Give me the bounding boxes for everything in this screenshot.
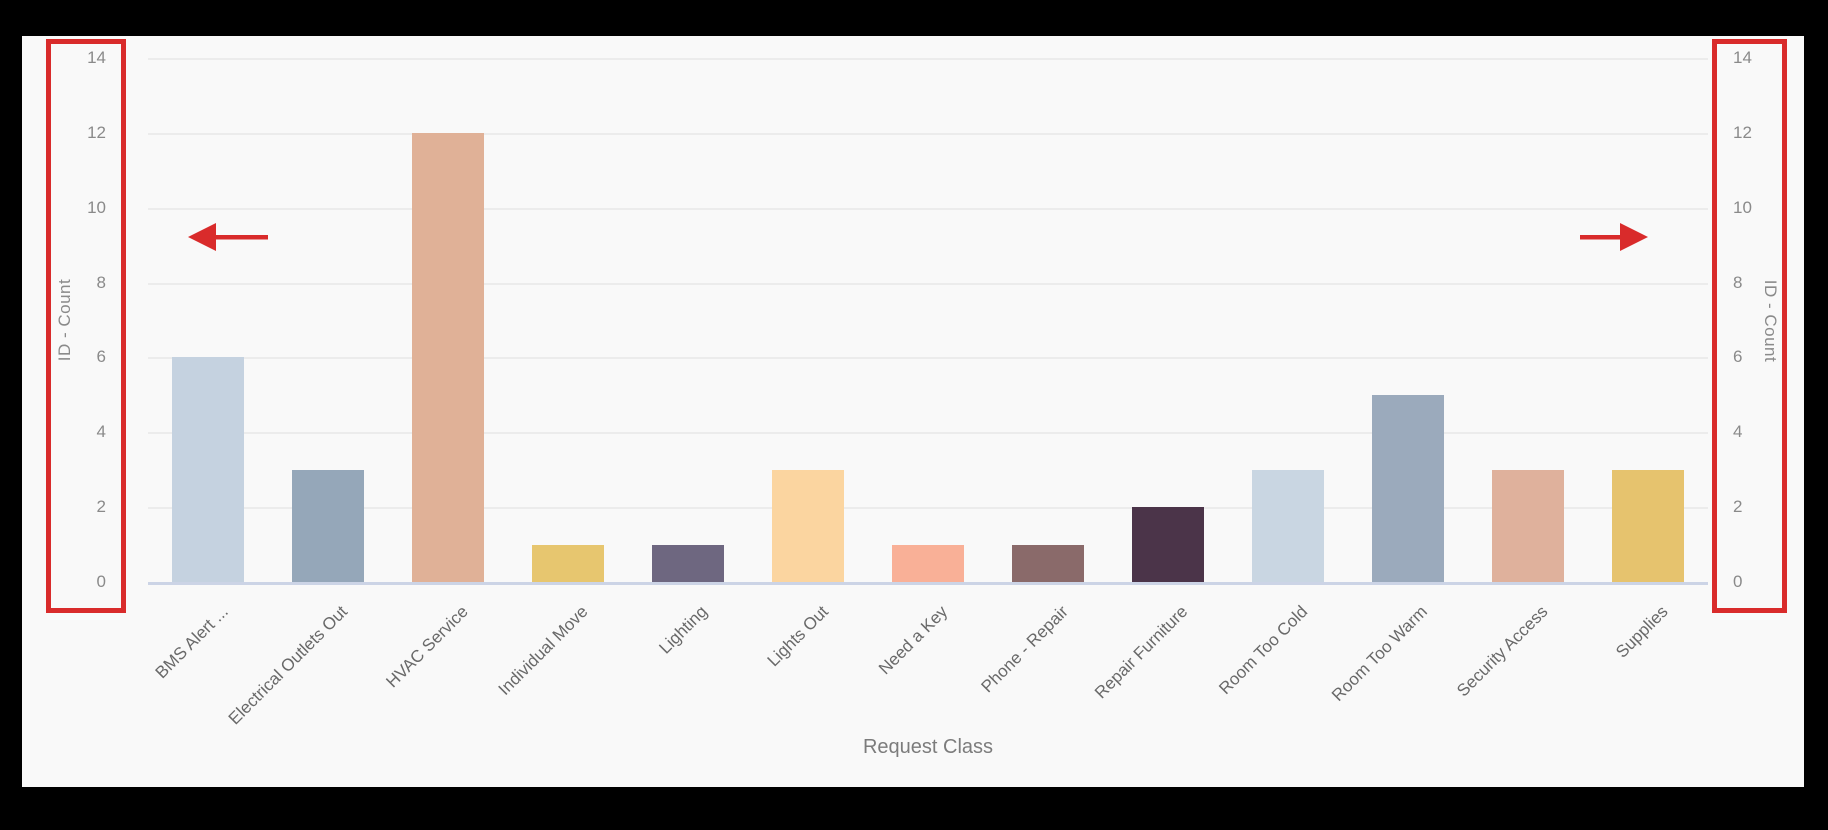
left-y-tick-4: 4: [96, 422, 106, 442]
y-gridline: [148, 132, 1708, 135]
left-y-tick-2: 2: [96, 497, 106, 517]
y-gridline: [148, 432, 1708, 435]
bar-room-too-warm[interactable]: [1372, 394, 1444, 582]
left-y-tick-0: 0: [96, 572, 106, 591]
bar-bms-alert[interactable]: [172, 357, 244, 582]
y-gridline: [148, 207, 1708, 210]
y-gridline: [148, 357, 1708, 360]
bar-phone-repair[interactable]: [1012, 544, 1084, 582]
bar-electrical-outlets-out[interactable]: [292, 469, 364, 582]
bar-hvac-service[interactable]: [412, 132, 484, 582]
left-axis-highlight-box: [46, 39, 126, 613]
bar-chart: 0 0 2 2 4 4 6 6 8 8 10 10 12 12 14 14 BMS Alert ... Elect…: [22, 36, 1804, 787]
x-tick-label-lighting: Lighting: [655, 602, 712, 658]
x-tick-label-room-too-warm: Room Too Warm: [1328, 602, 1432, 705]
y-gridline: [148, 282, 1708, 285]
left-y-axis-title: ID - Count: [55, 278, 74, 362]
x-tick-label-need-a-key: Need a Key: [875, 602, 952, 679]
right-y-tick-0: 0: [1733, 572, 1743, 591]
chart-panel: 0 0 2 2 4 4 6 6 8 8 10 10 12 12 14 14 BMS Alert ... Elect…: [22, 36, 1804, 787]
x-tick-label-lights-out: Lights Out: [763, 602, 832, 671]
bar-individual-move[interactable]: [532, 544, 604, 582]
bar-need-a-key[interactable]: [892, 544, 964, 582]
x-tick-label-supplies: Supplies: [1611, 602, 1672, 662]
right-y-tick-8: 8: [1733, 272, 1743, 292]
right-y-tick-4: 4: [1733, 422, 1743, 442]
left-y-tick-12: 12: [87, 122, 106, 142]
y-gridline: [148, 507, 1708, 510]
x-tick-label-phone-repair: Phone - Repair: [977, 602, 1072, 697]
x-axis-line: [148, 582, 1708, 585]
y-gridline: [148, 58, 1708, 60]
left-y-tick-10: 10: [87, 197, 106, 217]
left-y-tick-14: 14: [87, 48, 106, 67]
left-arrow-icon: [188, 223, 268, 251]
right-axis-highlight-box: [1712, 39, 1787, 613]
x-tick-label-hvac-service: HVAC Service: [382, 602, 472, 692]
right-y-tick-14: 14: [1733, 48, 1752, 67]
right-y-axis-title: ID - Count: [1761, 279, 1780, 363]
x-tick-label-room-too-cold: Room Too Cold: [1215, 602, 1312, 699]
right-y-tick-2: 2: [1733, 497, 1743, 517]
bar-repair-furniture[interactable]: [1132, 507, 1204, 582]
bar-lighting[interactable]: [652, 544, 724, 582]
bar-supplies[interactable]: [1612, 469, 1684, 582]
right-y-tick-6: 6: [1733, 347, 1743, 367]
left-y-tick-6: 6: [96, 347, 106, 367]
left-y-tick-8: 8: [96, 272, 106, 292]
right-arrow-icon: [1580, 223, 1648, 251]
bar-room-too-cold[interactable]: [1252, 469, 1324, 582]
x-tick-label-security-access: Security Access: [1453, 602, 1552, 701]
right-y-tick-10: 10: [1733, 197, 1752, 217]
x-tick-label-electrical-outlets-out: Electrical Outlets Out: [225, 602, 352, 729]
bar-lights-out[interactable]: [772, 469, 844, 582]
right-y-tick-12: 12: [1733, 122, 1752, 142]
x-axis-title: Request Class: [862, 736, 994, 758]
x-tick-label-individual-move: Individual Move: [494, 602, 592, 699]
x-tick-label-bms-alert: BMS Alert ...: [151, 602, 232, 683]
x-tick-label-repair-furniture: Repair Furniture: [1091, 602, 1192, 703]
bar-security-access[interactable]: [1492, 469, 1564, 582]
